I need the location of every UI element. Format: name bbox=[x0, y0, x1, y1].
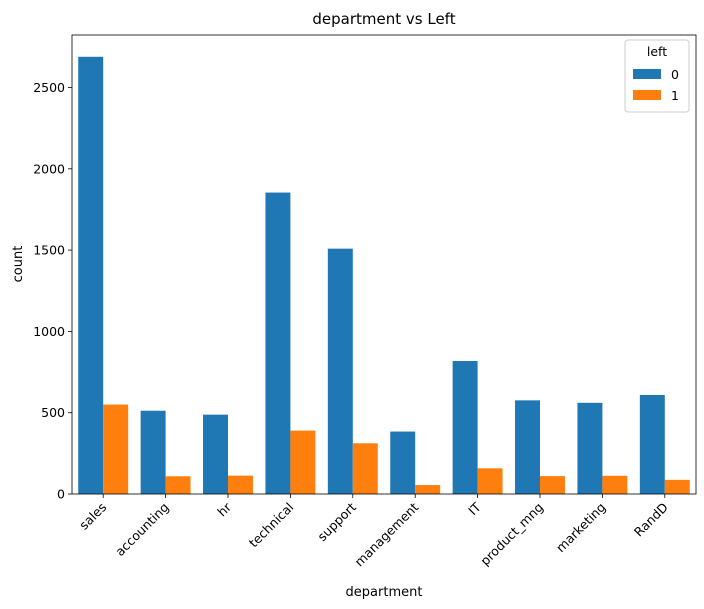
bar-hr-left-1 bbox=[228, 475, 253, 494]
y-tick-label-0: 0 bbox=[57, 487, 65, 502]
x-tick-label-hr: hr bbox=[214, 499, 234, 519]
bar-IT-left-1 bbox=[477, 468, 503, 494]
y-tick-label-500: 500 bbox=[41, 405, 65, 420]
legend-swatch-1 bbox=[633, 90, 661, 100]
y-tick-label-2000: 2000 bbox=[33, 161, 65, 176]
bar-RandD-left-1 bbox=[664, 479, 690, 494]
bar-accounting-left-0 bbox=[140, 410, 166, 494]
bar-accounting-left-1 bbox=[165, 476, 191, 494]
legend-label-0: 0 bbox=[671, 67, 679, 82]
legend-title: left bbox=[647, 44, 667, 59]
bar-sales-left-0 bbox=[78, 56, 104, 494]
x-tick-label-management: management bbox=[352, 499, 422, 569]
x-tick-label-product_mng: product_mng bbox=[477, 500, 546, 569]
x-tick-label-marketing: marketing bbox=[553, 500, 609, 556]
y-tick-label-2500: 2500 bbox=[33, 80, 65, 95]
y-axis: 0 500 1000 1500 2000 2500 bbox=[33, 80, 72, 502]
bar-technical-left-0 bbox=[265, 192, 291, 495]
bar-technical-left-1 bbox=[290, 430, 316, 494]
legend-label-1: 1 bbox=[671, 88, 679, 103]
bar-support-left-0 bbox=[327, 248, 353, 494]
x-tick-label-support: support bbox=[314, 499, 359, 544]
bar-hr-left-0 bbox=[203, 414, 228, 494]
bar-support-left-1 bbox=[352, 443, 378, 494]
bar-IT-left-0 bbox=[452, 361, 478, 494]
x-tick-label-IT: IT bbox=[465, 499, 484, 518]
legend: left 0 1 bbox=[624, 39, 690, 113]
bar-product_mng-left-0 bbox=[515, 400, 540, 494]
bar-RandD-left-0 bbox=[639, 394, 665, 494]
legend-swatch-0 bbox=[633, 69, 661, 79]
y-tick-label-1500: 1500 bbox=[33, 243, 65, 258]
chart-title: department vs Left bbox=[312, 10, 455, 28]
bar-product_mng-left-1 bbox=[540, 476, 565, 494]
bar-management-left-1 bbox=[415, 485, 441, 494]
x-tick-label-sales: sales bbox=[76, 500, 109, 533]
x-tick-label-RandD: RandD bbox=[631, 500, 671, 540]
x-tick-label-technical: technical bbox=[246, 500, 297, 551]
axes-frame bbox=[71, 34, 697, 495]
x-axis: sales accounting hr technical supportmanagem… bbox=[76, 494, 671, 569]
bar-sales-left-1 bbox=[103, 404, 129, 494]
y-tick-label-1000: 1000 bbox=[33, 324, 65, 339]
y-axis-label: count bbox=[11, 246, 26, 283]
plot-area bbox=[71, 34, 697, 495]
x-axis-label: department bbox=[346, 585, 423, 600]
bar-marketing-left-1 bbox=[602, 475, 628, 494]
bar-marketing-left-0 bbox=[577, 402, 603, 494]
bar-management-left-0 bbox=[390, 431, 416, 494]
x-tick-label-accounting: accounting bbox=[112, 500, 171, 559]
